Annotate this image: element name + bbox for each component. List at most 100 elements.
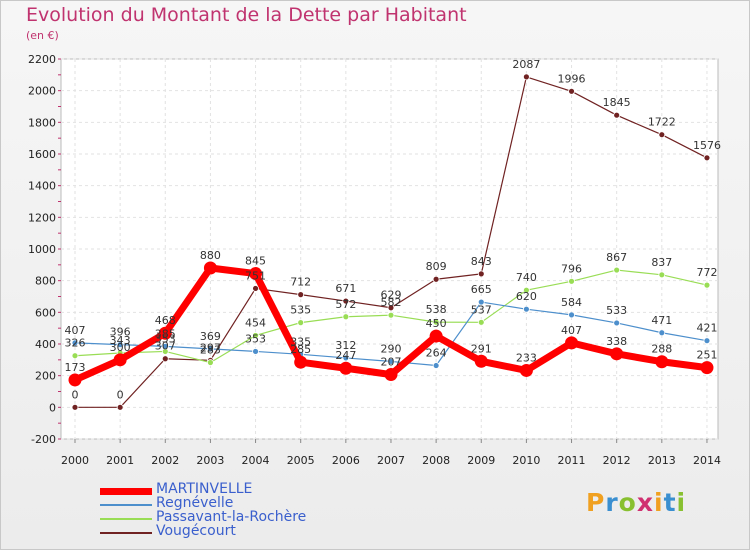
x-tick-label: 2004 xyxy=(242,454,270,467)
data-point xyxy=(658,271,666,279)
data-point xyxy=(613,319,621,327)
x-tick-label: 2009 xyxy=(467,454,495,467)
data-point xyxy=(387,304,395,312)
data-point xyxy=(568,87,575,95)
data-label: 407 xyxy=(65,324,86,337)
data-point xyxy=(474,354,488,368)
y-tick-label: 200 xyxy=(35,370,56,383)
data-label: 572 xyxy=(335,298,356,311)
data-label: 335 xyxy=(290,335,311,348)
data-label: 837 xyxy=(651,256,672,269)
proxiti-logo: Proxiti xyxy=(586,488,687,517)
data-label: 538 xyxy=(426,303,447,316)
data-label: 843 xyxy=(471,255,492,268)
data-label: 173 xyxy=(65,361,86,374)
data-point xyxy=(158,326,172,340)
data-label: 809 xyxy=(426,260,447,273)
data-label: 291 xyxy=(471,342,492,355)
legend-swatch xyxy=(100,487,152,495)
y-tick-label: 800 xyxy=(35,275,56,288)
data-label: 584 xyxy=(561,296,582,309)
data-label: 454 xyxy=(245,316,266,329)
chart-title: Evolution du Montant de la Dette par Hab… xyxy=(26,4,467,26)
y-tick-label: 0 xyxy=(49,401,56,414)
data-label: 290 xyxy=(380,342,401,355)
data-point xyxy=(523,305,530,313)
data-label: 283 xyxy=(200,344,221,357)
data-point xyxy=(477,318,485,326)
data-label: 665 xyxy=(471,283,492,296)
x-tick-label: 2006 xyxy=(332,454,360,467)
data-label: 533 xyxy=(606,304,627,317)
y-tick-label: 1600 xyxy=(28,148,56,161)
data-point xyxy=(432,275,440,283)
data-label: 629 xyxy=(380,289,401,302)
data-point xyxy=(342,313,350,321)
data-label: 671 xyxy=(335,282,356,295)
data-point xyxy=(342,354,350,362)
data-point xyxy=(477,270,485,278)
data-point xyxy=(658,131,666,139)
data-point xyxy=(68,373,82,387)
data-point xyxy=(613,266,621,274)
data-point xyxy=(703,337,711,345)
data-label: 285 xyxy=(290,343,311,356)
x-tick-label: 2013 xyxy=(648,454,676,467)
legend-swatch xyxy=(100,504,152,506)
data-point xyxy=(387,311,395,319)
data-point xyxy=(568,277,575,285)
data-label: 740 xyxy=(516,271,537,284)
data-point xyxy=(161,355,169,363)
data-point xyxy=(116,403,124,411)
data-label: 233 xyxy=(516,351,537,364)
y-tick-label: 1000 xyxy=(28,243,56,256)
data-label: 251 xyxy=(696,349,717,362)
data-label: 751 xyxy=(245,269,266,282)
x-tick-label: 2003 xyxy=(196,454,224,467)
data-point xyxy=(432,318,440,326)
data-point xyxy=(71,339,79,347)
y-tick-label: 400 xyxy=(35,338,56,351)
data-label: 369 xyxy=(200,330,221,343)
data-label: 407 xyxy=(561,324,582,337)
data-point xyxy=(700,361,714,375)
data-label: 353 xyxy=(245,332,266,345)
data-point xyxy=(658,329,666,337)
data-label: 312 xyxy=(335,339,356,352)
data-label: 796 xyxy=(561,262,582,275)
data-point xyxy=(71,352,79,360)
data-label: 845 xyxy=(245,255,266,268)
data-point xyxy=(207,345,214,353)
x-tick-label: 2005 xyxy=(287,454,315,467)
data-label: 247 xyxy=(335,349,356,362)
data-label: 2087 xyxy=(512,58,540,71)
data-label: 288 xyxy=(651,343,672,356)
data-point xyxy=(207,359,214,366)
data-point xyxy=(703,154,711,162)
data-label: 535 xyxy=(290,304,311,317)
data-point xyxy=(339,361,353,375)
data-point xyxy=(519,363,533,377)
data-point xyxy=(71,403,79,411)
data-label: 620 xyxy=(516,290,537,303)
data-point xyxy=(113,353,127,367)
data-point xyxy=(249,267,263,281)
data-point xyxy=(523,73,530,81)
data-point xyxy=(432,362,440,369)
y-tick-label: 2200 xyxy=(28,53,56,66)
data-point xyxy=(568,311,575,319)
data-label: 712 xyxy=(290,276,311,289)
data-label: 450 xyxy=(426,317,447,330)
data-label: 1996 xyxy=(558,72,586,85)
x-tick-label: 2010 xyxy=(512,454,540,467)
data-point xyxy=(429,329,443,343)
data-label: 867 xyxy=(606,251,627,264)
x-tick-label: 2012 xyxy=(603,454,631,467)
data-point xyxy=(252,285,259,292)
data-point xyxy=(294,355,308,369)
x-tick-label: 2000 xyxy=(61,454,89,467)
data-label: 772 xyxy=(696,266,717,279)
data-label: 385 xyxy=(155,327,176,340)
data-point xyxy=(655,355,669,369)
x-tick-label: 2014 xyxy=(693,454,721,467)
